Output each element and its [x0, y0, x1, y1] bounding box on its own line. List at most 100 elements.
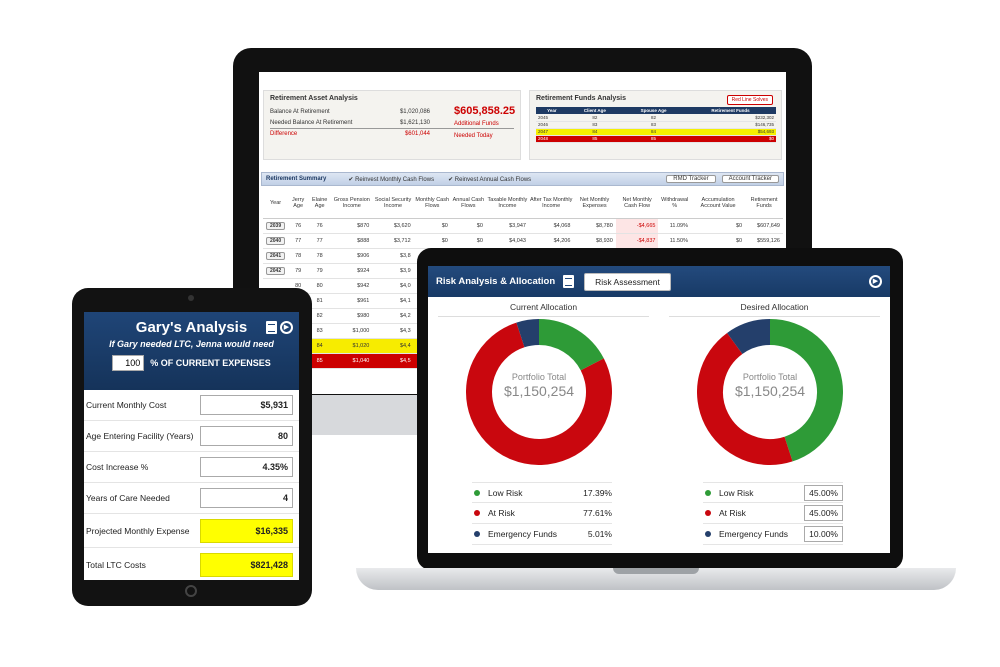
- funds-cell: 2047: [536, 128, 568, 136]
- summary-year-cell: 2039: [263, 218, 289, 234]
- legend-value: 5.01%: [587, 529, 612, 539]
- years-of-care-field[interactable]: 4: [200, 488, 293, 508]
- year-button[interactable]: 2042: [266, 266, 286, 275]
- emergency-funds-input[interactable]: 10.00%: [804, 526, 843, 542]
- laptop-base: [356, 568, 956, 590]
- summary-header-row: Year Jerry Age Elaine Age Gross Pension Inc…: [263, 188, 783, 219]
- legend-name: Low Risk: [488, 487, 523, 498]
- summary-header: Withdrawal %: [658, 188, 692, 219]
- summary-cell: $4,1: [372, 293, 414, 309]
- summary-cell: 83: [308, 323, 332, 339]
- field-label: Projected Monthly Expense: [86, 525, 190, 536]
- summary-cell: $961: [331, 293, 373, 309]
- summary-cell: $4,043: [485, 233, 529, 249]
- ltc-field-row: Total LTC Costs $821,428: [84, 548, 299, 580]
- additional-funds-label: Additional Funds: [454, 121, 499, 127]
- summary-cell: 76: [288, 218, 309, 234]
- legend-value: 17.39%: [583, 487, 612, 498]
- year-button[interactable]: 2039: [266, 221, 286, 230]
- funds-header: Retirement Funds: [685, 107, 776, 114]
- desired-donut-chart: Portfolio Total $1,150,254: [697, 319, 843, 465]
- summary-cell: 11.50%: [658, 233, 692, 249]
- asset-row-value: $1,020,086: [399, 108, 430, 115]
- summary-title: Retirement Summary: [266, 176, 327, 182]
- summary-cell: $4,0: [372, 278, 414, 294]
- summary-cell: $4,206: [528, 233, 574, 249]
- summary-header: Retirement Funds: [745, 188, 783, 219]
- retirement-summary-bar: Retirement Summary ✔ Reinvest Monthly Ca…: [261, 172, 784, 186]
- summary-cell: $4,5: [372, 353, 414, 369]
- summary-year-cell: 2042: [263, 263, 289, 279]
- summary-cell: $980: [331, 308, 373, 324]
- red-line-solves-button[interactable]: Red Line Solves: [726, 95, 773, 105]
- portfolio-total-label: Portfolio Total: [511, 372, 567, 382]
- ltc-field-row: Projected Monthly Expense $16,335: [84, 514, 299, 548]
- document-icon[interactable]: [266, 321, 277, 334]
- funds-header: Client Age: [567, 107, 623, 114]
- summary-cell: 80: [308, 278, 332, 294]
- summary-cell: $0: [691, 218, 746, 234]
- summary-cell: $1,020: [331, 338, 373, 354]
- summary-cell: 78: [308, 248, 332, 264]
- reinvest-monthly-checkbox[interactable]: ✔ Reinvest Monthly Cash Flows: [348, 176, 435, 183]
- summary-cell: $3,947: [485, 218, 529, 234]
- low-risk-dot: [474, 489, 480, 496]
- low-risk-input[interactable]: 45.00%: [804, 484, 843, 501]
- field-label: Total LTC Costs: [86, 560, 146, 570]
- cost-increase-field[interactable]: 4.35%: [200, 457, 293, 477]
- account-tracker-button[interactable]: Account Tracker: [721, 175, 779, 183]
- summary-cell: 79: [288, 263, 309, 279]
- risk-assessment-button[interactable]: Risk Assessment: [584, 272, 671, 291]
- funds-cell: 84: [622, 128, 685, 136]
- at-risk-dot: [474, 510, 480, 516]
- current-legend: Low Risk 17.39% At Risk 77.61% Emergency…: [472, 482, 612, 545]
- at-risk-slice: [697, 332, 793, 465]
- funds-cell: 2046: [536, 121, 568, 129]
- summary-cell: $870: [331, 218, 373, 234]
- summary-cell: $1,040: [331, 353, 373, 369]
- funds-cell: 2045: [536, 114, 568, 122]
- legend-row-low-risk: Low Risk 45.00%: [703, 482, 843, 503]
- ltc-header: Gary's Analysis ▶ If Gary needed LTC, Je…: [84, 312, 299, 390]
- portfolio-total-value: $1,150,254: [503, 383, 575, 399]
- summary-cell: $906: [331, 248, 373, 264]
- field-label: Years of Care Needed: [86, 493, 170, 503]
- total-ltc-costs-value: $821,428: [200, 553, 293, 577]
- funds-row: 2047 84 84 $54,693: [536, 128, 776, 136]
- asset-row-label: Needed Balance At Retirement: [270, 119, 353, 126]
- summary-header: Elaine Age: [308, 188, 332, 219]
- play-icon[interactable]: ▶: [280, 321, 293, 334]
- funds-cell: 82: [567, 114, 623, 122]
- summary-cell: $607,649: [745, 218, 783, 234]
- legend-value: 77.61%: [583, 508, 612, 518]
- reinvest-annual-checkbox[interactable]: ✔ Reinvest Annual Cash Flows: [448, 176, 532, 183]
- legend-row-emergency: Emergency Funds 5.01%: [472, 524, 612, 545]
- rmd-tracker-button[interactable]: RMD Tracker: [666, 175, 716, 183]
- desired-allocation: Desired Allocation Portfolio Total $1,15…: [659, 297, 890, 553]
- desired-allocation-title: Desired Allocation: [669, 302, 880, 317]
- summary-header: Gross Pension Income: [331, 188, 373, 219]
- year-button[interactable]: 2040: [266, 236, 286, 245]
- needed-today-label: Needed Today: [454, 133, 493, 139]
- summary-cell: $4,2: [372, 308, 414, 324]
- play-icon[interactable]: ▶: [869, 275, 882, 288]
- asset-panel-title: Retirement Asset Analysis: [270, 95, 358, 102]
- summary-cell: $0: [413, 233, 451, 249]
- document-icon[interactable]: [563, 275, 575, 288]
- legend-name: At Risk: [488, 508, 515, 518]
- summary-header: Year: [263, 188, 289, 219]
- retirement-funds-panel: Retirement Funds Analysis Red Line Solve…: [529, 90, 782, 160]
- risk-title: Risk Analysis & Allocation: [436, 276, 556, 287]
- asset-row: Difference $601,044: [270, 128, 514, 139]
- funds-row: 2048 85 85 $0: [536, 135, 776, 143]
- at-risk-input[interactable]: 45.00%: [804, 505, 843, 521]
- age-entering-facility-field[interactable]: 80: [200, 426, 293, 446]
- portfolio-total-label: Portfolio Total: [742, 372, 798, 382]
- summary-cell: 79: [308, 263, 332, 279]
- summary-header: Accumulation Account Value: [691, 188, 746, 219]
- year-button[interactable]: 2041: [266, 251, 286, 260]
- percent-expenses-input[interactable]: [112, 355, 145, 371]
- legend-name: At Risk: [719, 508, 746, 518]
- current-monthly-cost-field[interactable]: $5,931: [200, 395, 293, 415]
- laptop-screen: Risk Analysis & Allocation Risk Assessme…: [428, 266, 890, 553]
